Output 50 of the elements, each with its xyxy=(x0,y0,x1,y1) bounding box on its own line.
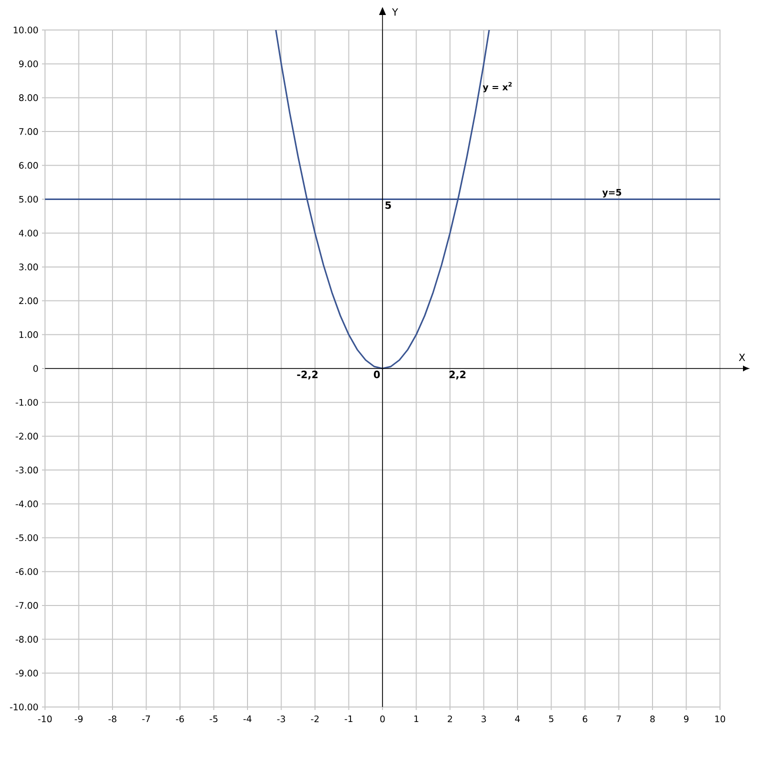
x-tick-label: -8 xyxy=(108,716,116,722)
x-tick-label: 7 xyxy=(616,716,621,722)
y-tick-label: 6.00 xyxy=(19,162,38,169)
y-tick-label: 4.00 xyxy=(18,230,38,236)
y-tick-label: -6.00 xyxy=(16,568,38,575)
x-tick-label: -10 xyxy=(38,716,52,722)
y-tick-label: -3.00 xyxy=(16,466,38,474)
x-tick-label: 3 xyxy=(482,716,486,722)
x-tick-label: 4 xyxy=(515,716,520,722)
x-tick-label: -7 xyxy=(142,716,150,722)
x-tick-label: 9 xyxy=(684,716,688,722)
y-axis-title: Y xyxy=(392,8,398,16)
y-tick-label: 9.00 xyxy=(19,60,38,68)
x-tick-label: -3 xyxy=(277,716,286,722)
series-label: y = x$^{2}$ xyxy=(482,82,512,92)
y-tick-label: 3.00 xyxy=(19,264,38,270)
x-tick-label: -5 xyxy=(210,716,218,722)
x-tick-label: 2 xyxy=(448,716,452,722)
x-tick-label: 5 xyxy=(549,716,554,722)
y-tick-label: 8.00 xyxy=(19,94,38,102)
annotation: 0 xyxy=(374,370,380,378)
y-tick-label: -9.00 xyxy=(16,670,38,677)
series-label: y=5 xyxy=(602,189,622,198)
x-tick-label: 0 xyxy=(380,716,385,722)
y-tick-label: -2.00 xyxy=(16,432,38,440)
y-tick-label: -7.00 xyxy=(16,602,38,609)
x-tick-label: -2 xyxy=(310,716,319,722)
y-tick-label: -8.00 xyxy=(16,636,38,643)
y-tick-label: 2.00 xyxy=(19,297,38,304)
y-tick-label: -1.00 xyxy=(16,398,38,406)
y-tick-label: 7.00 xyxy=(19,128,38,135)
annotation: 2,2 xyxy=(449,370,466,380)
y-tick-label: -5.00 xyxy=(16,534,38,542)
x-tick-label: 10 xyxy=(715,716,726,722)
x-tick-label: 1 xyxy=(414,716,418,722)
x-tick-label: 6 xyxy=(582,716,588,722)
y-tick-label: -4.00 xyxy=(16,500,38,508)
x-tick-label: -6 xyxy=(176,716,184,722)
annotation: -2,2 xyxy=(297,370,318,380)
y-tick-label: 10.00 xyxy=(14,26,38,34)
y-tick-label: 0 xyxy=(33,365,38,372)
x-tick-label: -9 xyxy=(74,716,83,722)
x-tick-label: 8 xyxy=(650,716,655,722)
annotation: 5 xyxy=(385,201,391,209)
y-tick-label: 5.00 xyxy=(19,196,38,203)
y-tick-label: -10.00 xyxy=(10,704,38,710)
y-tick-label: 1.00 xyxy=(20,331,38,338)
x-axis-title: X xyxy=(738,354,746,361)
x-tick-label: -4 xyxy=(243,716,252,722)
x-tick-label: -1 xyxy=(344,716,352,722)
